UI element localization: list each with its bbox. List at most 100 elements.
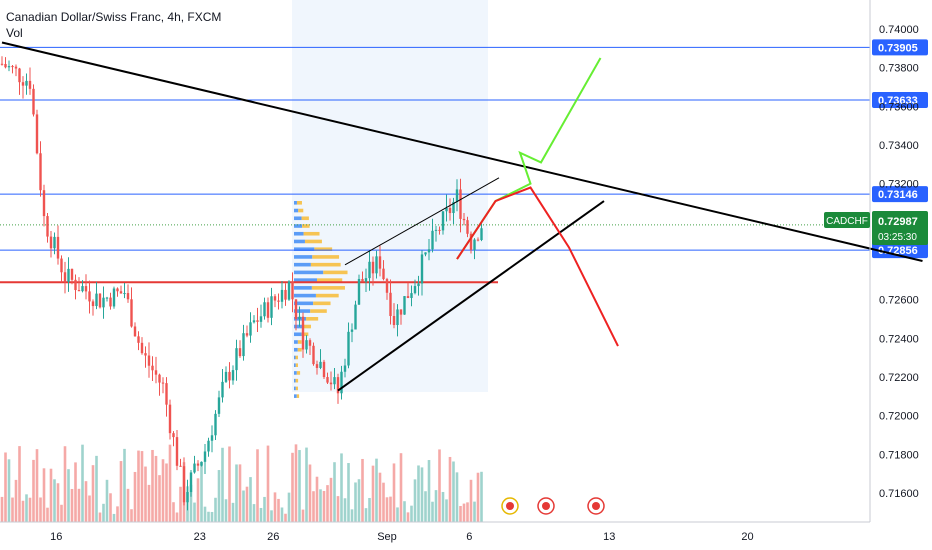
volume-profile-bar-up bbox=[294, 255, 313, 259]
candle-body bbox=[102, 297, 105, 308]
price-tick-label: 0.73400 bbox=[879, 140, 919, 152]
volume-profile-bar-down bbox=[304, 239, 322, 244]
candle-body bbox=[133, 326, 137, 337]
candle-body bbox=[438, 229, 441, 231]
candle-body bbox=[224, 371, 228, 382]
volume-profile-bar-down bbox=[302, 324, 311, 329]
candle-body bbox=[4, 64, 7, 68]
candle-body bbox=[105, 297, 109, 299]
volume-bar bbox=[49, 468, 53, 522]
volume-profile-bar-down bbox=[298, 208, 304, 213]
volume-bar bbox=[7, 459, 11, 522]
volume-bar bbox=[431, 501, 434, 522]
time-tick-label: 26 bbox=[267, 531, 279, 543]
volume-profile-bar-up bbox=[294, 371, 297, 375]
volume-bar bbox=[245, 486, 249, 522]
volume-profile-bar-down bbox=[311, 286, 345, 290]
candle-body bbox=[189, 472, 193, 493]
volume-indicator-label[interactable]: Vol bbox=[6, 26, 23, 40]
candle-body bbox=[357, 278, 361, 305]
volume-bar bbox=[217, 470, 221, 522]
volume-bar bbox=[112, 513, 116, 522]
volume-bar bbox=[473, 501, 476, 522]
volume-bar bbox=[102, 503, 105, 522]
candle-body bbox=[161, 382, 165, 384]
volume-bar bbox=[326, 485, 329, 522]
candle-body bbox=[46, 216, 49, 237]
volume-bar bbox=[63, 446, 67, 522]
volume-profile-bar-up bbox=[294, 309, 311, 313]
level-price-label: 0.73905 bbox=[878, 42, 918, 54]
candle-body bbox=[308, 340, 312, 346]
price-tick-label: 0.72000 bbox=[879, 411, 919, 423]
volume-bar bbox=[42, 468, 46, 522]
candle-body bbox=[270, 296, 273, 318]
time-tick-label: 23 bbox=[194, 531, 206, 543]
volume-bar bbox=[172, 502, 175, 522]
candle-body bbox=[329, 382, 333, 385]
volume-profile-bar-up bbox=[294, 363, 296, 367]
volume-bar bbox=[329, 477, 333, 522]
price-tick-label: 0.72600 bbox=[879, 295, 919, 307]
candle-body bbox=[266, 302, 270, 318]
volume-bar bbox=[46, 507, 49, 522]
candle-body bbox=[455, 189, 459, 202]
candle-body bbox=[273, 296, 277, 301]
candle-body bbox=[144, 353, 147, 356]
volume-profile-bar-up bbox=[294, 324, 303, 329]
level-price-box bbox=[872, 242, 928, 259]
candle-body bbox=[263, 302, 266, 317]
candle-body bbox=[420, 254, 424, 284]
volume-profile-bar-up bbox=[294, 355, 296, 360]
volume-profile-bar-up bbox=[294, 270, 324, 275]
volume-profile-bar-down bbox=[306, 317, 319, 321]
volume-bar bbox=[382, 482, 385, 522]
candle-body bbox=[249, 322, 252, 336]
level-price-label: 0.72856 bbox=[878, 245, 918, 257]
candle-body bbox=[350, 329, 354, 332]
volume-profile-bar-up bbox=[294, 340, 298, 344]
volume-bar bbox=[137, 450, 140, 522]
volume-profile-bar-up bbox=[294, 231, 304, 236]
candle-body bbox=[417, 283, 420, 287]
volume-profile-bar-down bbox=[323, 270, 348, 275]
candle-body bbox=[39, 153, 42, 191]
price-tick-label: 0.73600 bbox=[879, 101, 919, 113]
volume-bar bbox=[67, 469, 70, 522]
volume-profile-bar-down bbox=[295, 363, 298, 367]
volume-bar bbox=[242, 490, 245, 522]
candle-body bbox=[256, 320, 259, 322]
candle-body bbox=[469, 233, 473, 250]
time-axis[interactable]: 16 23 26 Sep 6 13 20 bbox=[50, 531, 754, 543]
candle-body bbox=[179, 465, 182, 467]
candle-body bbox=[74, 279, 77, 291]
candle-body bbox=[32, 88, 35, 115]
candle-body bbox=[291, 281, 294, 300]
volume-bar bbox=[221, 447, 224, 522]
price-axis[interactable]: 0.74000 0.73800 0.73600 0.73400 0.73200 0.726… bbox=[879, 24, 919, 500]
candle-body bbox=[84, 286, 88, 292]
candle-body bbox=[462, 218, 466, 221]
volume-bar bbox=[235, 464, 238, 522]
candle-body bbox=[203, 451, 207, 462]
candle-body bbox=[231, 370, 235, 381]
volume-bar bbox=[228, 446, 231, 522]
candle-body bbox=[21, 82, 25, 86]
price-tick-label: 0.73200 bbox=[879, 179, 919, 191]
candle-body bbox=[396, 309, 399, 326]
volume-bar bbox=[392, 463, 396, 522]
volume-profile-bar-up bbox=[294, 332, 302, 337]
volume-profile-bar-up bbox=[294, 293, 316, 298]
volume-bar bbox=[434, 490, 438, 522]
candle-body bbox=[158, 374, 161, 383]
volume-bar bbox=[259, 507, 263, 522]
volume-bar bbox=[455, 472, 459, 522]
symbol-price-tag: CADCHF 0.72987 03:25:30 bbox=[824, 211, 928, 245]
volume-profile-bar-down bbox=[295, 355, 298, 360]
candle-body bbox=[399, 309, 403, 315]
candle-body bbox=[466, 220, 469, 234]
volume-bar bbox=[0, 496, 4, 522]
candle-body bbox=[343, 365, 347, 372]
candle-body bbox=[123, 293, 126, 295]
